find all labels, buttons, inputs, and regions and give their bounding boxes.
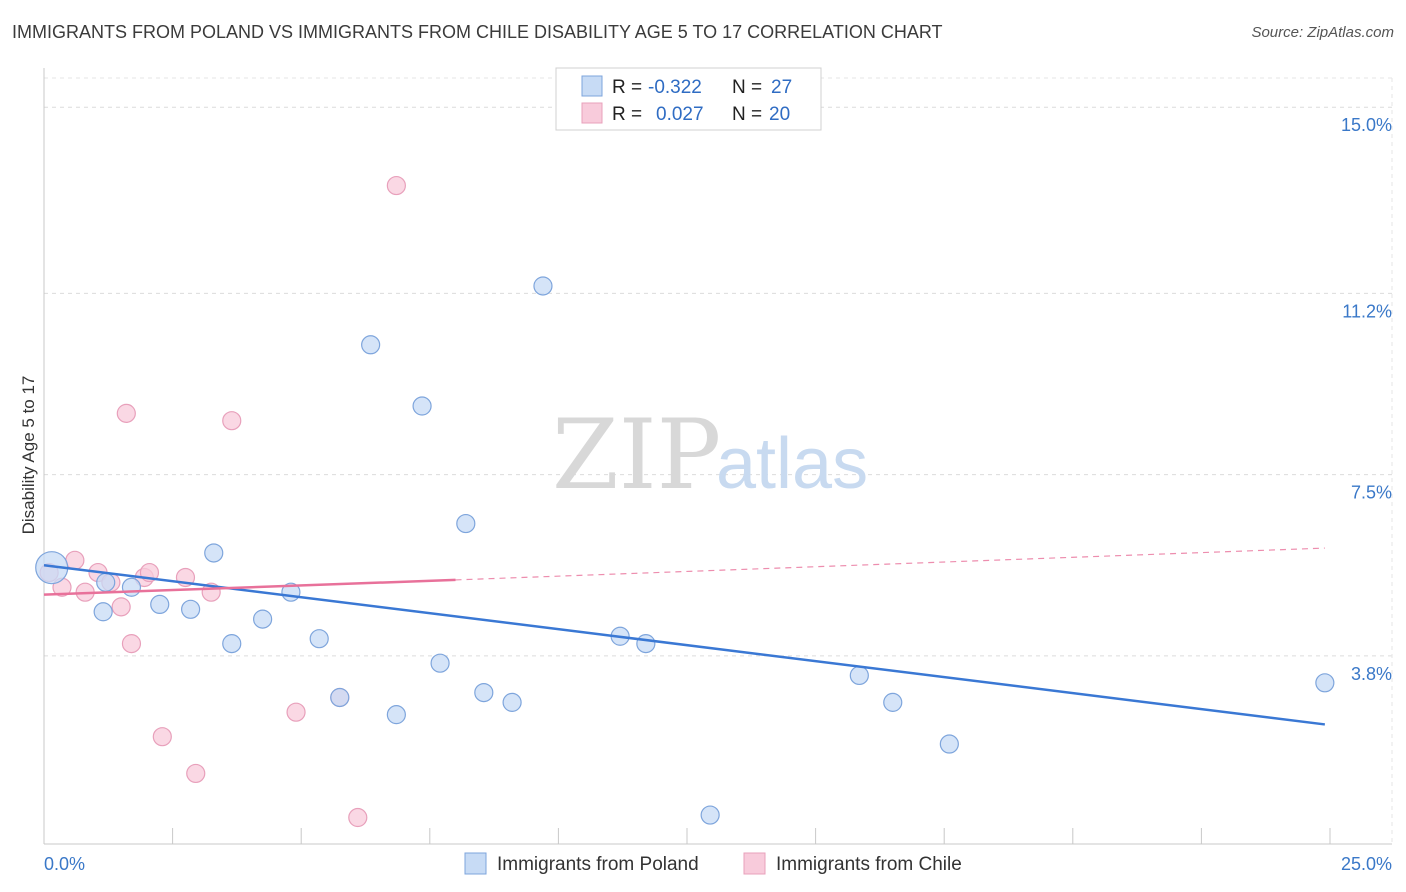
poland-points <box>35 276 1335 825</box>
chart-title: IMMIGRANTS FROM POLAND VS IMMIGRANTS FRO… <box>12 22 943 42</box>
poland-legend-swatch <box>581 75 603 97</box>
y-axis-label: Disability Age 5 to 17 <box>19 376 38 535</box>
poland-point <box>150 594 170 615</box>
poland-point <box>253 609 273 629</box>
chile-point <box>386 175 406 196</box>
stats-legend: R = -0.322 N = 27 R = 0.027 N = 20 <box>555 67 822 131</box>
poland-point <box>93 602 113 622</box>
poland-n-value: 27 <box>771 77 792 98</box>
poland-point <box>430 653 450 673</box>
poland-series-swatch <box>464 852 487 875</box>
poland-point <box>456 513 476 534</box>
poland-point <box>474 682 494 703</box>
poland-n-label: N = <box>732 77 762 98</box>
poland-point <box>412 396 432 416</box>
chile-series-label: Immigrants from Chile <box>776 854 962 875</box>
chile-point <box>121 634 142 654</box>
chile-point <box>116 403 136 423</box>
chile-series-swatch <box>743 852 766 875</box>
x-tick-max: 25.0% <box>1341 854 1392 874</box>
chile-point <box>222 411 242 431</box>
y-tick-label: 15.0% <box>1341 115 1392 135</box>
y-tick-label: 11.2% <box>1342 301 1392 321</box>
chile-point <box>65 550 85 570</box>
poland-point <box>502 692 522 712</box>
y-tick-labels: 3.8% 7.5% 11.2% 15.0% <box>1341 115 1392 684</box>
poland-point <box>309 629 329 649</box>
chile-point <box>186 763 206 784</box>
poland-point <box>849 665 869 686</box>
poland-r-label: R = <box>612 77 642 98</box>
poland-point <box>636 634 656 654</box>
poland-point <box>939 734 959 754</box>
poland-point <box>222 634 242 654</box>
y-tick-label: 7.5% <box>1351 483 1392 503</box>
chile-r-label: R = <box>612 104 642 125</box>
chile-point <box>348 807 368 828</box>
chile-point <box>152 727 172 747</box>
watermark-atlas: atlas <box>716 424 868 504</box>
chile-trend-line <box>43 578 456 596</box>
x-tick-min: 0.0% <box>44 854 85 874</box>
chile-n-value: 20 <box>769 104 790 125</box>
poland-point <box>181 599 201 619</box>
chile-points <box>39 175 406 828</box>
poland-point <box>1315 673 1335 693</box>
watermark-zip: ZIP <box>552 399 721 511</box>
poland-series-label: Immigrants from Poland <box>497 854 699 875</box>
poland-point <box>96 572 116 592</box>
axes <box>43 68 1392 845</box>
poland-point <box>533 276 553 296</box>
chile-point <box>286 702 306 722</box>
trend-lines <box>43 547 1326 726</box>
poland-point <box>883 692 903 712</box>
chile-n-label: N = <box>732 104 762 125</box>
poland-point <box>386 705 406 725</box>
poland-point <box>700 805 720 825</box>
source-label: Source: ZipAtlas.com <box>1251 24 1394 41</box>
chile-trend-extension <box>455 547 1325 581</box>
chile-legend-swatch <box>581 102 603 124</box>
chile-point <box>111 597 131 617</box>
poland-r-value: -0.322 <box>648 77 702 98</box>
chile-r-value: 0.027 <box>656 104 704 125</box>
poland-trend-line <box>43 563 1326 726</box>
poland-point <box>204 543 224 563</box>
poland-point <box>121 577 142 597</box>
poland-point <box>361 335 381 355</box>
y-tick-label: 3.8% <box>1351 664 1392 684</box>
poland-point <box>330 687 350 708</box>
watermark: ZIP atlas <box>552 399 868 511</box>
series-legend: Immigrants from Poland Immigrants from C… <box>464 852 962 875</box>
